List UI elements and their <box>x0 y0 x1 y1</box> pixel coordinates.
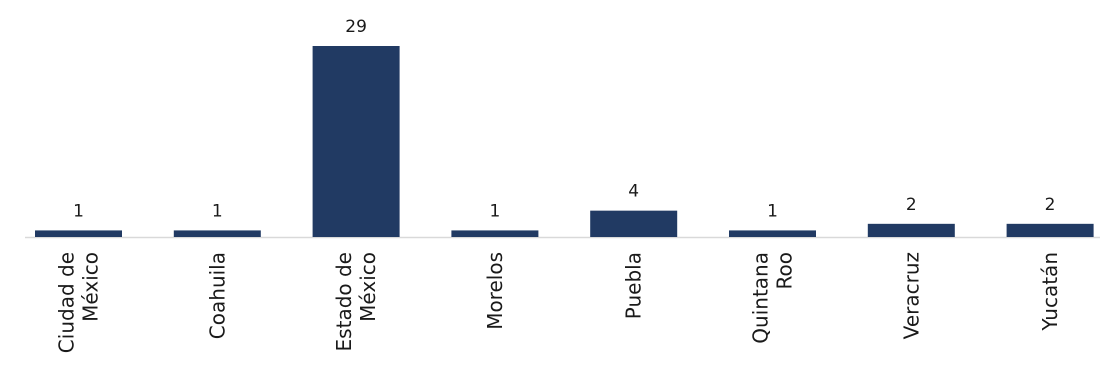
data-label-0: 1 <box>73 201 84 221</box>
bar-2 <box>312 46 400 237</box>
category-label-7: Yucatán <box>1038 252 1062 332</box>
bars-group <box>35 46 1094 237</box>
category-label-1-line-0: Coahuila <box>205 252 229 339</box>
value-labels-group: 1 1 29 1 4 1 2 2 <box>73 17 1055 221</box>
category-label-0-line-1: México <box>79 252 103 322</box>
category-label-0: Ciudad de México <box>55 252 103 353</box>
category-label-6-line-0: Veracruz <box>899 252 923 339</box>
category-label-2-line-0: Estado de <box>332 252 356 351</box>
category-label-3-line-0: Morelos <box>483 252 507 330</box>
bar-5 <box>729 230 816 237</box>
category-label-4-line-0: Puebla <box>622 252 646 319</box>
data-label-5: 1 <box>767 201 778 221</box>
data-label-4: 4 <box>628 182 639 202</box>
category-label-2: Estado de México <box>332 252 380 351</box>
category-labels-group: Ciudad de México Coahuila Estado de México Mo… <box>55 252 1063 353</box>
category-label-5-line-0: Quintana <box>749 252 773 344</box>
category-label-5-line-1: Roo <box>773 252 797 289</box>
category-label-4: Puebla <box>622 252 646 319</box>
bar-7 <box>1006 223 1094 237</box>
bar-4 <box>590 210 678 237</box>
bar-3 <box>451 230 539 237</box>
data-label-2: 29 <box>345 17 367 37</box>
data-label-6: 2 <box>906 195 917 215</box>
category-label-0-line-0: Ciudad de <box>55 252 79 353</box>
data-label-7: 2 <box>1045 195 1056 215</box>
bar-0 <box>35 230 122 237</box>
data-label-1: 1 <box>212 201 223 221</box>
category-label-7-line-0: Yucatán <box>1038 252 1062 332</box>
category-label-2-line-1: México <box>356 252 380 322</box>
bar-6 <box>867 223 955 237</box>
category-label-3: Morelos <box>483 252 507 330</box>
category-label-6: Veracruz <box>899 252 923 339</box>
category-label-1: Coahuila <box>205 252 229 339</box>
category-label-5: Quintana Roo <box>749 252 797 344</box>
data-label-3: 1 <box>489 201 500 221</box>
bar-1 <box>173 230 261 237</box>
